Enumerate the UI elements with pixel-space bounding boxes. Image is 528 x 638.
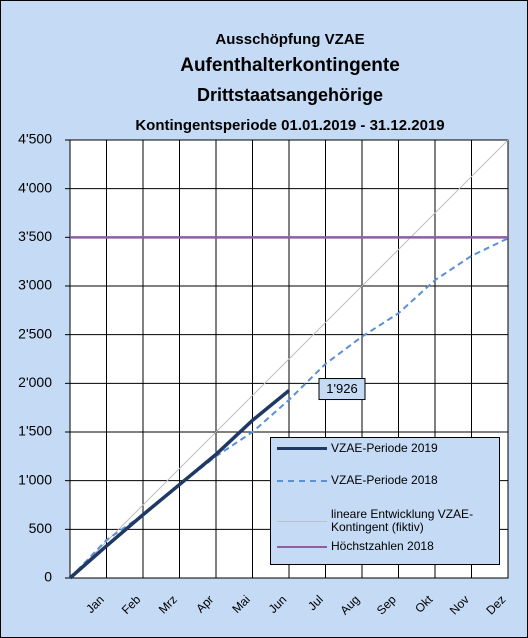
legend-swatch bbox=[277, 447, 327, 450]
chart-subtitle: Drittstaatsangehörige bbox=[197, 85, 383, 105]
series-line bbox=[68, 389, 291, 580]
legend-swatch bbox=[277, 520, 327, 522]
y-tick-label: 4'000 bbox=[18, 179, 52, 195]
chart-title: Ausschöpfung VZAE bbox=[215, 31, 364, 48]
y-tick-label: 2'500 bbox=[18, 325, 52, 341]
y-tick-label: 0 bbox=[44, 569, 52, 585]
legend-label: lineare Entwicklung VZAE-Kontingent (fik… bbox=[331, 507, 474, 534]
legend-item: VZAE-Periode 2019 bbox=[271, 442, 499, 455]
legend-item: Höchstzahlen 2018 bbox=[271, 540, 499, 553]
legend: VZAE-Periode 2019 VZAE-Periode 2018 linear… bbox=[270, 437, 500, 565]
y-tick-label: 4'500 bbox=[18, 131, 52, 147]
legend-label: VZAE-Periode 2019 bbox=[331, 441, 438, 455]
series-line bbox=[69, 139, 509, 579]
data-label-box bbox=[318, 378, 366, 401]
y-tick-label: 2'000 bbox=[18, 374, 52, 390]
chart-subtitle: Aufenthalterkontingente bbox=[180, 55, 400, 76]
data-label: 1'926 bbox=[326, 381, 357, 396]
y-tick-label: 3'500 bbox=[18, 228, 52, 244]
y-tick-label: 3'000 bbox=[18, 277, 52, 293]
y-tick-label: 1'500 bbox=[18, 423, 52, 439]
legend-item: VZAE-Periode 2018 bbox=[271, 474, 499, 487]
y-tick-label: 500 bbox=[29, 520, 53, 536]
series-line bbox=[69, 237, 509, 579]
legend-item: lineare Entwicklung VZAE-Kontingent (fik… bbox=[271, 508, 499, 534]
plot-border bbox=[69, 139, 509, 579]
chart-subtitle: Kontingentsperiode 01.01.2019 - 31.12.20… bbox=[135, 117, 444, 134]
y-tick-label: 1'000 bbox=[18, 471, 52, 487]
legend-swatch bbox=[277, 545, 327, 548]
legend-label: VZAE-Periode 2018 bbox=[331, 473, 438, 487]
legend-swatch bbox=[277, 479, 327, 482]
legend-label: Höchstzahlen 2018 bbox=[331, 539, 434, 553]
